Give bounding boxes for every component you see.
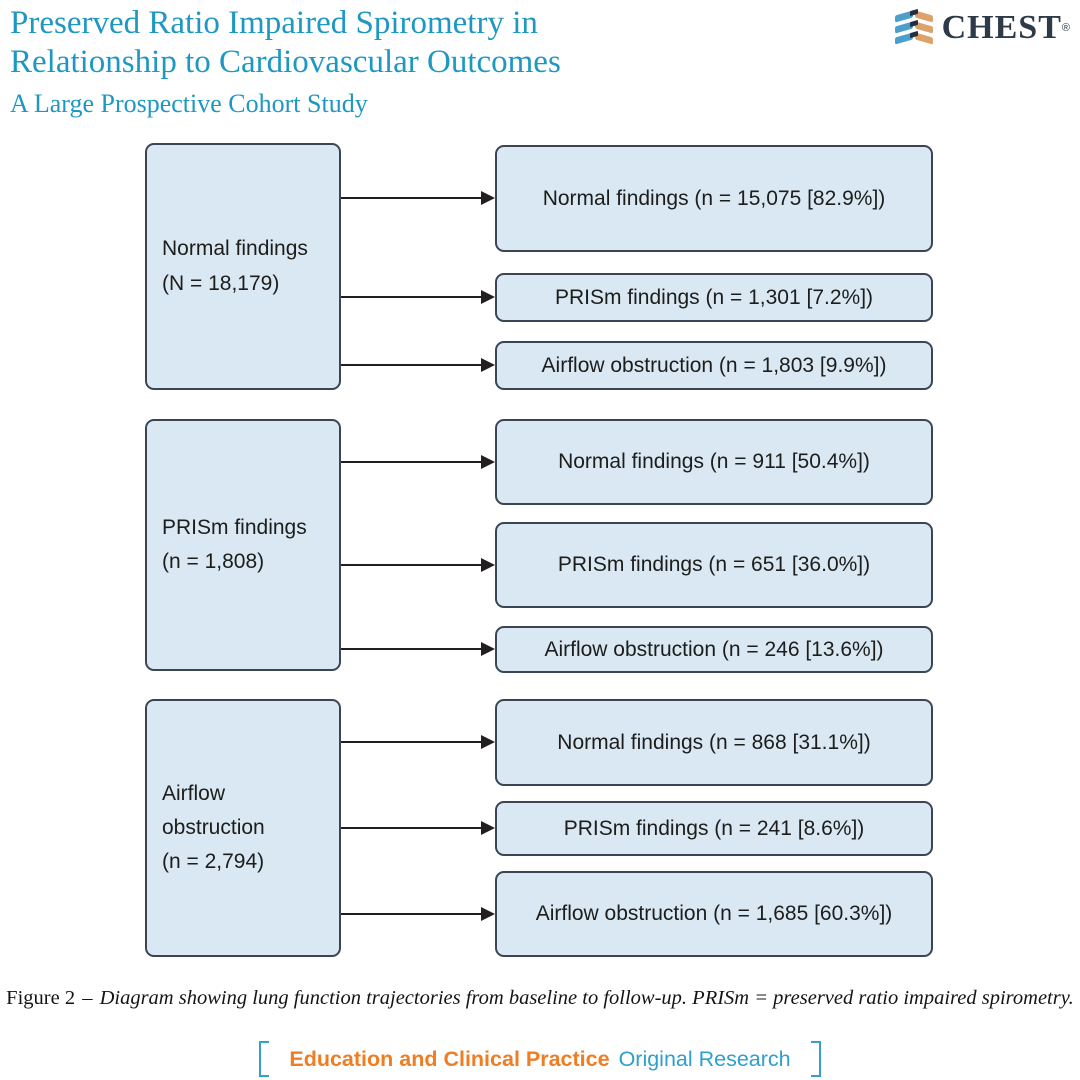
article-category-label: Original Research — [618, 1046, 791, 1071]
flow-arrow — [341, 642, 495, 656]
arrowhead-icon — [481, 290, 495, 304]
arrowhead-icon — [481, 642, 495, 656]
bracket-left-icon — [259, 1041, 270, 1077]
target-box-prism-to-obstruction: Airflow obstruction (n = 246 [13.6%]) — [495, 626, 933, 673]
flow-arrow — [341, 735, 495, 749]
target-box-obstruction-to-prism: PRISm findings (n = 241 [8.6%]) — [495, 801, 933, 856]
registered-trademark-icon: ® — [1061, 22, 1070, 34]
source-box-normal-findings: Normal findings (N = 18,179) — [145, 143, 341, 390]
flow-arrow — [341, 290, 495, 304]
arrowhead-icon — [481, 455, 495, 469]
journal-section-footer: Education and Clinical Practice Original… — [0, 1040, 1080, 1078]
flow-arrow — [341, 358, 495, 372]
target-box-normal-to-prism: PRISm findings (n = 1,301 [7.2%]) — [495, 273, 933, 322]
figure-caption-label: Figure 2 — [6, 987, 76, 1009]
source-box-prism-findings: PRISm findings (n = 1,808) — [145, 419, 341, 671]
target-box-normal-to-normal: Normal findings (n = 15,075 [82.9%]) — [495, 145, 933, 252]
arrowhead-icon — [481, 907, 495, 921]
article-subtitle: A Large Prospective Cohort Study — [10, 89, 368, 119]
target-box-obstruction-to-obstruction: Airflow obstruction (n = 1,685 [60.3%]) — [495, 871, 933, 957]
target-box-prism-to-normal: Normal findings (n = 911 [50.4%]) — [495, 419, 933, 505]
flow-arrow — [341, 907, 495, 921]
target-box-prism-to-prism: PRISm findings (n = 651 [36.0%]) — [495, 522, 933, 608]
source-box-label: Normal findings (N = 18,179) — [162, 237, 308, 295]
article-title-block: Preserved Ratio Impaired Spirometry in R… — [10, 4, 561, 119]
chest-wordmark: CHEST — [941, 9, 1062, 46]
figure-caption-text: Diagram showing lung function trajectori… — [99, 987, 1074, 1009]
figure-caption-dash: – — [82, 987, 93, 1009]
arrowhead-icon — [481, 558, 495, 572]
arrowhead-icon — [481, 191, 495, 205]
arrowhead-icon — [481, 358, 495, 372]
arrowhead-icon — [481, 735, 495, 749]
journal-section-label: Education and Clinical Practice — [289, 1046, 610, 1071]
target-box-obstruction-to-normal: Normal findings (n = 868 [31.1%]) — [495, 699, 933, 786]
bracket-right-icon — [810, 1041, 821, 1077]
figure-caption: Figure 2 – Diagram showing lung function… — [0, 987, 1080, 1010]
source-box-label: Airflow obstruction (n = 2,794) — [162, 781, 265, 873]
source-box-airflow-obstruction: Airflow obstruction (n = 2,794) — [145, 699, 341, 957]
source-box-label: PRISm findings (n = 1,808) — [162, 515, 307, 573]
article-title: Preserved Ratio Impaired Spirometry in R… — [10, 4, 561, 81]
flow-arrow — [341, 821, 495, 835]
flow-arrow — [341, 191, 495, 205]
target-box-normal-to-obstruction: Airflow obstruction (n = 1,803 [9.9%]) — [495, 341, 933, 390]
arrowhead-icon — [481, 821, 495, 835]
article-title-line1: Preserved Ratio Impaired Spirometry in — [10, 5, 538, 41]
article-title-line2: Relationship to Cardiovascular Outcomes — [10, 43, 561, 80]
chest-journal-logo: CHEST ® — [894, 9, 1070, 47]
flow-arrow — [341, 455, 495, 469]
flow-arrow — [341, 558, 495, 572]
